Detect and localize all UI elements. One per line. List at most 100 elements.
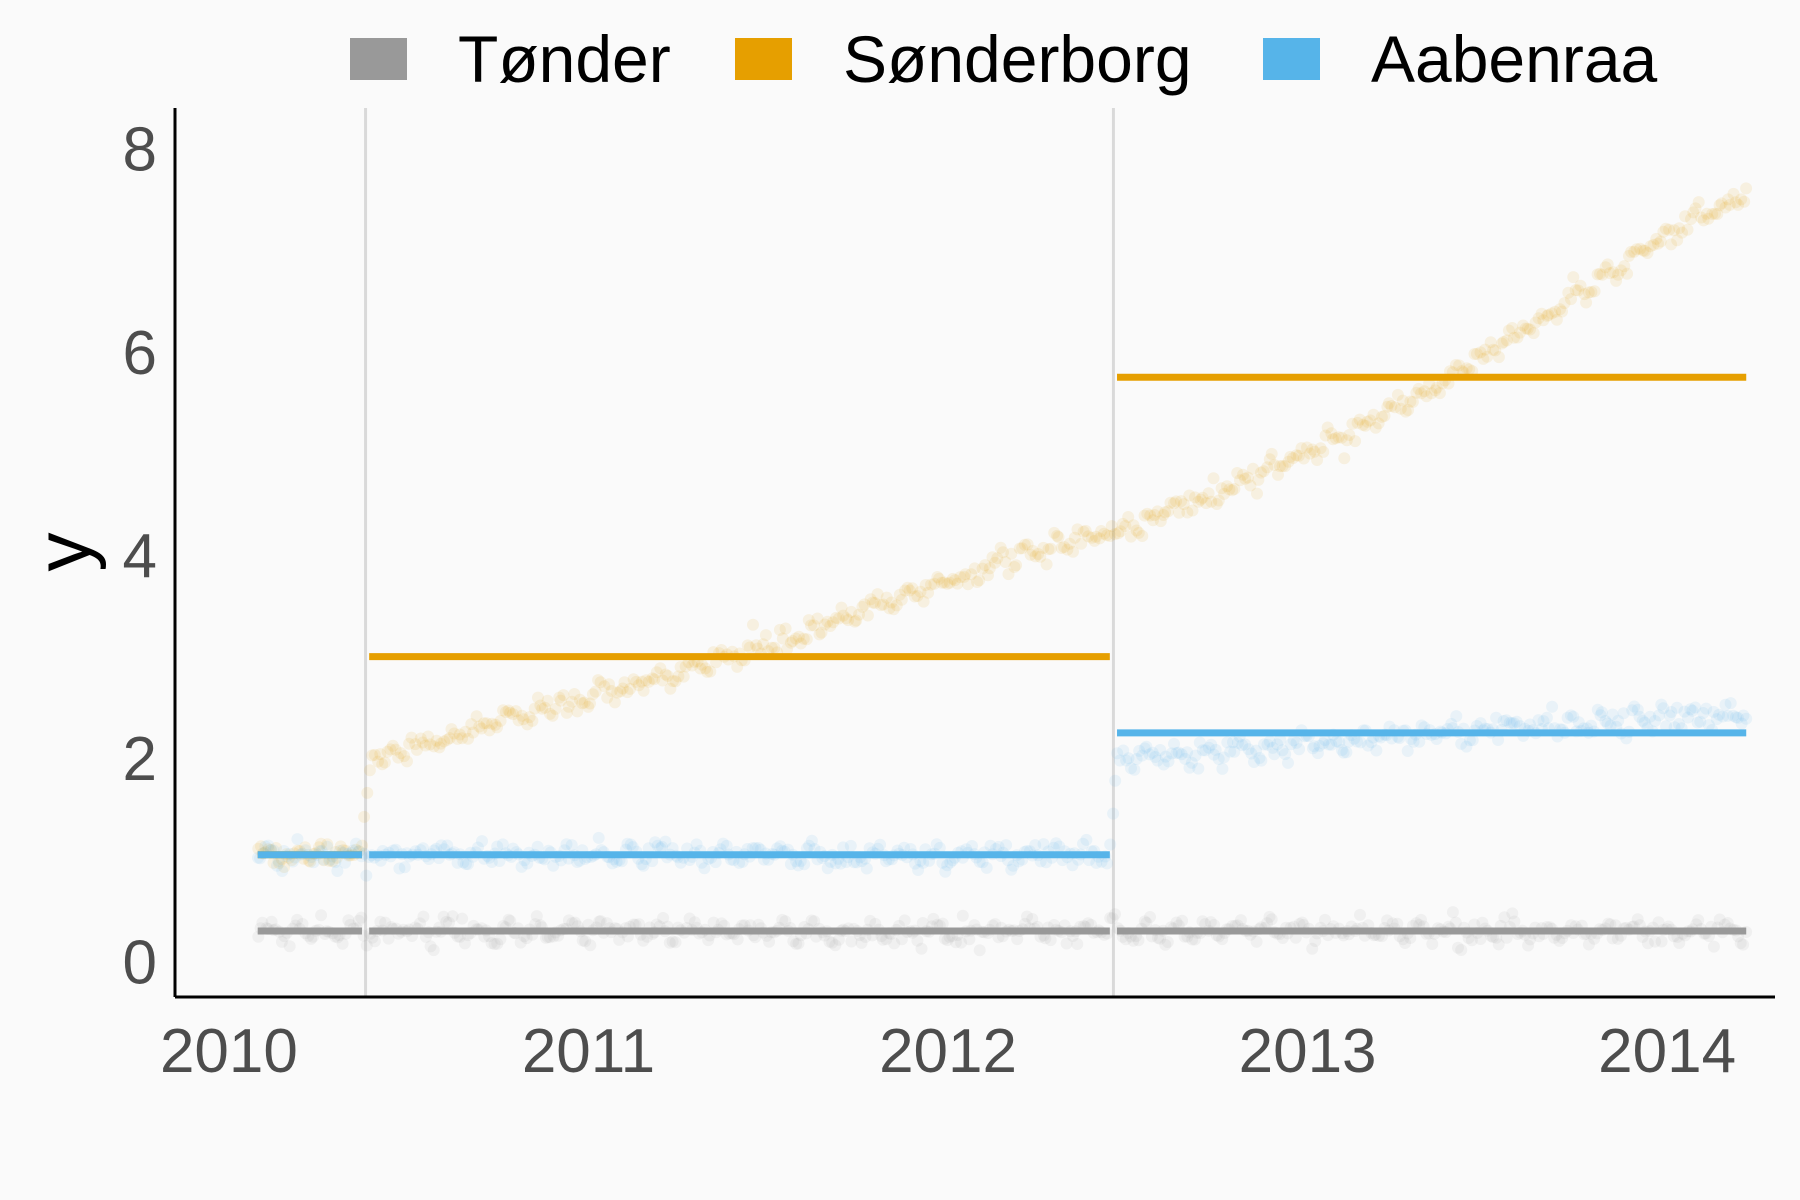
data-point	[1446, 906, 1459, 919]
data-point	[1412, 382, 1425, 395]
data-point	[1663, 223, 1676, 236]
data-point	[1215, 482, 1228, 495]
data-point	[1109, 908, 1121, 921]
data-point	[911, 590, 924, 602]
data-point	[642, 675, 655, 688]
data-point	[829, 939, 842, 952]
data-point	[549, 702, 562, 715]
data-point	[654, 842, 667, 855]
data-point	[621, 837, 634, 850]
data-point	[956, 909, 969, 922]
data-point	[321, 838, 334, 851]
data-point	[1306, 443, 1319, 456]
data-point	[938, 576, 951, 589]
data-point	[1655, 935, 1668, 948]
data-point	[1713, 708, 1726, 721]
data-point	[773, 623, 786, 636]
data-point	[1599, 261, 1612, 274]
data-point	[1216, 933, 1229, 946]
data-point	[539, 701, 551, 714]
data-point	[1497, 715, 1510, 727]
data-point	[291, 913, 304, 926]
data-point	[672, 670, 685, 683]
data-point	[650, 666, 663, 679]
data-point	[1692, 196, 1705, 209]
data-point	[968, 562, 981, 575]
data-point	[1263, 910, 1276, 923]
data-point	[1104, 912, 1117, 924]
data-point	[451, 856, 464, 869]
data-point	[1690, 918, 1703, 931]
data-point	[1125, 530, 1137, 543]
data-point	[1292, 449, 1305, 462]
data-point	[579, 935, 592, 948]
data-point	[1399, 937, 1412, 949]
data-point	[360, 939, 373, 952]
data-point	[1044, 542, 1057, 555]
data-point	[1152, 931, 1164, 944]
data-point	[1649, 935, 1662, 948]
data-point	[874, 838, 887, 851]
data-point	[702, 934, 715, 947]
data-point	[1508, 915, 1521, 928]
data-point	[989, 918, 1002, 931]
data-point	[473, 720, 486, 733]
data-point	[414, 732, 427, 745]
data-point	[1154, 744, 1167, 756]
data-point	[1250, 744, 1263, 757]
data-point	[504, 706, 517, 719]
data-point	[885, 596, 898, 609]
data-point	[491, 937, 504, 950]
data-point	[1282, 756, 1294, 769]
data-point	[1005, 863, 1018, 876]
data-point	[1388, 401, 1401, 414]
data-point	[1474, 717, 1487, 730]
data-point	[927, 912, 940, 925]
data-point	[571, 705, 584, 718]
data-point	[1227, 736, 1239, 749]
data-point	[1506, 907, 1519, 920]
data-point	[435, 839, 448, 852]
data-point	[1234, 474, 1246, 487]
data-point	[502, 913, 515, 926]
data-point	[1514, 720, 1526, 733]
data-point	[1673, 718, 1685, 730]
data-point	[578, 696, 591, 709]
data-point	[1353, 413, 1366, 426]
data-point	[606, 857, 619, 870]
data-point	[666, 935, 679, 948]
data-point	[1351, 735, 1363, 748]
data-point	[790, 937, 803, 950]
data-point	[1239, 472, 1252, 485]
data-point	[462, 858, 474, 871]
data-point	[1700, 702, 1713, 715]
data-point	[1067, 545, 1079, 558]
data-point	[485, 937, 498, 950]
data-point	[1217, 751, 1230, 764]
data-point	[1634, 242, 1647, 255]
data-point	[1176, 914, 1189, 927]
data-point	[520, 932, 533, 945]
data-point	[790, 855, 803, 868]
data-point	[976, 856, 989, 869]
data-point	[1415, 387, 1428, 400]
data-point	[635, 675, 648, 688]
data-point	[1397, 933, 1409, 946]
data-point	[1122, 752, 1135, 765]
data-point	[265, 915, 278, 928]
data-point	[1133, 744, 1146, 757]
data-point	[1490, 711, 1503, 724]
data-point	[278, 861, 291, 873]
data-point	[1060, 937, 1073, 950]
data-point	[1276, 932, 1289, 944]
data-point	[1694, 715, 1707, 728]
data-point	[1252, 473, 1265, 486]
data-point	[1657, 702, 1670, 715]
data-point	[679, 660, 692, 673]
data-point	[1631, 913, 1644, 926]
data-point	[1193, 736, 1206, 749]
data-point	[1104, 838, 1117, 851]
data-point	[350, 837, 363, 850]
data-point	[1386, 917, 1399, 930]
data-point	[1196, 744, 1209, 757]
